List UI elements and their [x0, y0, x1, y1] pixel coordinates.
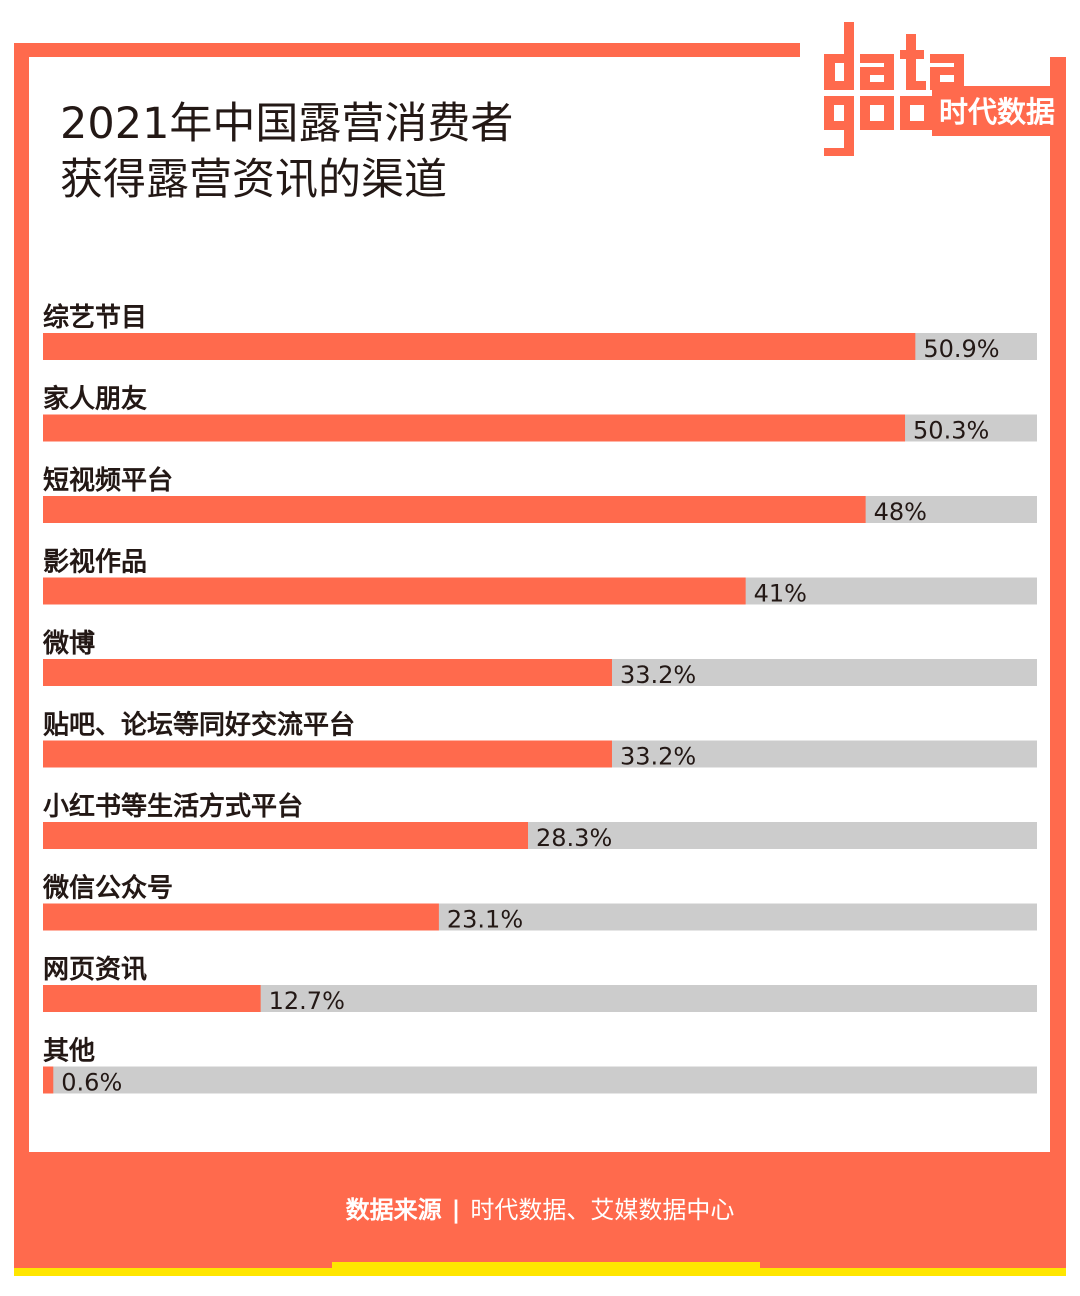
title-line-2: 获得露营资讯的渠道 — [60, 155, 447, 205]
value-label: 50.9% — [923, 335, 999, 363]
bar — [43, 577, 746, 605]
category-label: 综艺节目 — [43, 302, 147, 333]
category-label: 短视频平台 — [43, 465, 173, 496]
bar — [43, 414, 906, 442]
value-label: 41% — [754, 580, 807, 608]
category-label: 其他 — [43, 1037, 95, 1067]
bar-row: 影视作品 41% — [43, 548, 1037, 608]
source-separator: | — [451, 1196, 461, 1224]
bar-track — [43, 1066, 1037, 1094]
bar — [43, 822, 529, 849]
value-label: 48% — [874, 498, 927, 526]
bar-row: 其他0.6% — [43, 1037, 1037, 1097]
bar — [43, 740, 612, 768]
bar-row: 小红书等生活方式平台 28.3% — [43, 791, 1037, 852]
bar-row: 家人朋友 50.3% — [43, 384, 1037, 445]
category-label: 微信公众号 — [42, 873, 173, 904]
value-label: 12.7% — [269, 987, 345, 1015]
value-label: 0.6% — [61, 1069, 122, 1097]
bar — [43, 496, 866, 523]
source-line: 数据来源 | 时代数据、艾媒数据中心 — [0, 1190, 1080, 1230]
category-label: 小红书等生活方式平台 — [43, 791, 303, 822]
source-label: 数据来源 — [345, 1196, 442, 1224]
chart-title: 2021年中国露营消费者 获得露营资讯的渠道 — [60, 96, 513, 208]
source-text: 时代数据、艾媒数据中心 — [470, 1196, 735, 1224]
bar-row: 短视频平台 48% — [43, 465, 1037, 526]
logo-cn-text: 时代数据 — [939, 95, 1055, 129]
bar — [43, 985, 261, 1012]
value-label: 33.2% — [620, 743, 696, 771]
title-line-1: 2021年中国露营消费者 — [60, 99, 514, 149]
datagoo-logo: 时代数据 — [824, 22, 1062, 156]
bar-row: 综艺节目 50.9% — [43, 302, 1037, 363]
value-label: 33.2% — [620, 661, 696, 689]
category-label: 家人朋友 — [43, 384, 147, 415]
category-label: 贴吧、论坛等同好交流平台 — [43, 710, 355, 741]
bar-row: 网页资讯 12.7% — [43, 955, 1037, 1015]
bar — [43, 1066, 54, 1094]
bar-row: 微信公众号 23.1% — [42, 873, 1037, 934]
category-label: 微博 — [42, 628, 95, 659]
bottom-accent-tab — [332, 1262, 760, 1276]
value-label: 50.3% — [913, 417, 989, 445]
value-label: 23.1% — [447, 906, 523, 934]
category-label: 网页资讯 — [43, 955, 147, 985]
bar-row: 微博 33.2% — [42, 628, 1037, 689]
value-label: 28.3% — [536, 824, 612, 852]
bar — [43, 333, 916, 360]
category-label: 影视作品 — [43, 548, 147, 578]
bar-row: 贴吧、论坛等同好交流平台 33.2% — [43, 710, 1037, 771]
bar — [43, 659, 612, 686]
bar — [43, 903, 439, 931]
